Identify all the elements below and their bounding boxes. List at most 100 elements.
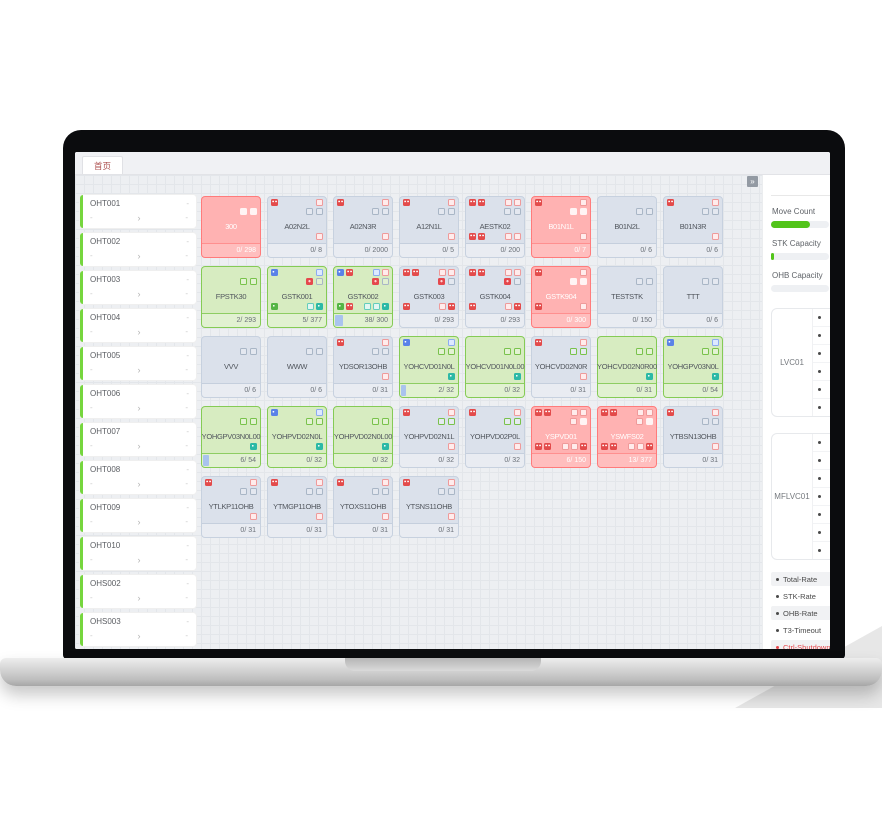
expand-chevron-icon[interactable]: › <box>137 402 141 413</box>
icon-group-right <box>712 233 719 240</box>
station-card-fpstk30[interactable]: FPSTK30 2/ 293 <box>201 266 261 328</box>
station-card-ytlkp11ohb[interactable]: YTLKP11OHB 0/ 31 <box>201 476 261 538</box>
legend-item-ctrl-shutdown[interactable]: Ctrl-Shutdown <box>771 640 830 649</box>
sidebar-item-oht008[interactable]: OHT008 - - › - <box>80 461 196 494</box>
station-card-ydsor13ohb[interactable]: YDSOR13OHB 0/ 31 <box>333 336 393 398</box>
station-card-yohcvd02n0r00[interactable]: YOHCVD02N0R00 0/ 31 <box>597 336 657 398</box>
expand-chevron-icon[interactable]: › <box>137 212 141 223</box>
station-card-ytmgp11ohb[interactable]: YTMGP11OHB 0/ 31 <box>267 476 327 538</box>
expand-chevron-icon[interactable]: › <box>137 250 141 261</box>
alarm-red-icon <box>469 409 476 416</box>
sidebar-item-oht009[interactable]: OHT009 - - › - <box>80 499 196 532</box>
sidebar-item-ohs003[interactable]: OHS003 - - › - <box>80 613 196 646</box>
tab-home[interactable]: 首页 <box>82 156 124 174</box>
port-gray-icon <box>250 348 257 355</box>
station-card-gstk004[interactable]: GSTK004 0/ 293 <box>465 266 525 328</box>
value-dash: - <box>185 327 188 336</box>
alarm-red-icon <box>403 199 410 206</box>
station-card-yohpvd02n1l[interactable]: YOHPVD02N1L 0/ 32 <box>399 406 459 468</box>
sidebar-item-oht006[interactable]: OHT006 - - › - <box>80 385 196 418</box>
legend-item-ohb-rate[interactable]: OHB-Rate <box>771 606 830 620</box>
station-card-b01n2l[interactable]: B01N2L 0/ 6 <box>597 196 657 258</box>
legend-item-stk-rate[interactable]: STK-Rate <box>771 589 830 603</box>
lvc-stat-row <box>813 470 830 488</box>
port-gray-icon <box>382 208 389 215</box>
panel-collapse-button[interactable]: » <box>747 176 758 187</box>
expand-chevron-icon[interactable]: › <box>137 288 141 299</box>
panel-divider <box>771 195 830 196</box>
ohb-capacity-progressbar <box>771 285 829 292</box>
station-card-300[interactable]: 300 0/ 298 <box>201 196 261 258</box>
port-gray-icon <box>316 208 323 215</box>
station-card-b01n1l[interactable]: B01N1L 0/ 7 <box>531 196 591 258</box>
legend-item-t3-timeout[interactable]: T3-Timeout <box>771 623 830 637</box>
sidebar-item-oht003[interactable]: OHT003 - - › - <box>80 271 196 304</box>
station-card-vvv[interactable]: VVV 0/ 6 <box>201 336 261 398</box>
expand-chevron-icon[interactable]: › <box>137 554 141 565</box>
card-port-row <box>636 278 653 285</box>
station-card-ttt[interactable]: TTT 0/ 6 <box>663 266 723 328</box>
sidebar-item-ohs002[interactable]: OHS002 - - › - <box>80 575 196 608</box>
station-count: 6/ 150 <box>566 457 586 464</box>
station-count: 0/ 31 <box>702 457 718 464</box>
sidebar-item-oht005[interactable]: OHT005 - - › - <box>80 347 196 380</box>
station-card-yohcvd01n0l[interactable]: YOHCVD01N0L 2/ 32 <box>399 336 459 398</box>
station-card-teststk[interactable]: TESTSTK 0/ 150 <box>597 266 657 328</box>
station-name: YTLKP11OHB <box>208 502 254 511</box>
station-card-aestk02[interactable]: AESTK02 0/ 200 <box>465 196 525 258</box>
station-count-footer: 0/ 31 <box>532 383 590 397</box>
station-card-www[interactable]: WWW 0/ 6 <box>267 336 327 398</box>
alarm-red-outline-icon <box>712 233 719 240</box>
station-card-ytsns11ohb[interactable]: YTSNS11OHB 0/ 31 <box>399 476 459 538</box>
lvc-card-mflvc01[interactable]: MFLVC01 <box>771 433 830 560</box>
station-card-yohgpv03n0l[interactable]: YOHGPV03N0L 0/ 54 <box>663 336 723 398</box>
sidebar-item-oht010[interactable]: OHT010 - - › - <box>80 537 196 570</box>
expand-chevron-icon[interactable]: › <box>137 516 141 527</box>
station-name: B01N3R <box>679 222 707 231</box>
bullet-icon <box>818 370 821 373</box>
station-card-yohcvd02n0r[interactable]: YOHCVD02N0R 0/ 31 <box>531 336 591 398</box>
sidebar-item-oht002[interactable]: OHT002 - - › - <box>80 233 196 266</box>
station-card-gstk002[interactable]: GSTK002 38/ 300 <box>333 266 393 328</box>
card-icon-row-top <box>403 479 455 486</box>
station-count-footer: 0/ 32 <box>466 453 524 467</box>
station-card-a02n2l[interactable]: A02N2L 0/ 8 <box>267 196 327 258</box>
port-green-icon <box>646 348 653 355</box>
icon-group-right <box>382 443 389 450</box>
station-card-gstk001[interactable]: GSTK001 5/ 377 <box>267 266 327 328</box>
station-card-b01n3r[interactable]: B01N3R 0/ 6 <box>663 196 723 258</box>
station-card-ytoxs11ohb[interactable]: YTOXS11OHB 0/ 31 <box>333 476 393 538</box>
value-dash: - <box>186 503 189 512</box>
alarm-red-icon <box>469 303 476 310</box>
station-card-a12n1l[interactable]: A12N1L 0/ 5 <box>399 196 459 258</box>
expand-chevron-icon[interactable]: › <box>137 478 141 489</box>
station-card-yspvd01[interactable]: YSPVD01 6/ 150 <box>531 406 591 468</box>
station-name: YOHPVD02P0L <box>469 432 521 441</box>
expand-chevron-icon[interactable]: › <box>137 364 141 375</box>
sidebar-item-row1: OHT002 - <box>90 237 189 246</box>
station-card-yswfs02[interactable]: YSWFS02 13/ 377 <box>597 406 657 468</box>
expand-chevron-icon[interactable]: › <box>137 592 141 603</box>
station-card-yohpvd02p0l[interactable]: YOHPVD02P0L 0/ 32 <box>465 406 525 468</box>
expand-chevron-icon[interactable]: › <box>137 326 141 337</box>
station-name: YTBSN13OHB <box>669 432 717 441</box>
station-card-yohgpv03n0l00[interactable]: YOHGPV03N0L00 6/ 54 <box>201 406 261 468</box>
station-card-yohpvd02n0l00[interactable]: YOHPVD02N0L00 0/ 32 <box>333 406 393 468</box>
expand-chevron-icon[interactable]: › <box>137 630 141 641</box>
card-icon-row-bottom <box>271 513 323 520</box>
station-card-gstk904[interactable]: GSTK904 0/ 300 <box>531 266 591 328</box>
sidebar-item-oht001[interactable]: OHT001 - - › - <box>80 195 196 228</box>
icon-group-right <box>316 513 323 520</box>
legend-item-total-rate[interactable]: Total-Rate <box>771 572 830 586</box>
station-card-a02n3r[interactable]: A02N3R 0/ 2000 <box>333 196 393 258</box>
sidebar-item-oht007[interactable]: OHT007 - - › - <box>80 423 196 456</box>
station-card-gstk003[interactable]: GSTK003 0/ 293 <box>399 266 459 328</box>
value-dash: - <box>90 631 93 640</box>
station-card-yohpvd02n0l[interactable]: YOHPVD02N0L 0/ 32 <box>267 406 327 468</box>
alarm-red-icon <box>205 479 212 486</box>
lvc-card-lvc01[interactable]: LVC01 <box>771 308 830 417</box>
station-card-yohcvd01n0l00[interactable]: YOHCVD01N0L00 0/ 32 <box>465 336 525 398</box>
station-card-ytbsn13ohb[interactable]: YTBSN13OHB 0/ 31 <box>663 406 723 468</box>
sidebar-item-oht004[interactable]: OHT004 - - › - <box>80 309 196 342</box>
expand-chevron-icon[interactable]: › <box>137 440 141 451</box>
